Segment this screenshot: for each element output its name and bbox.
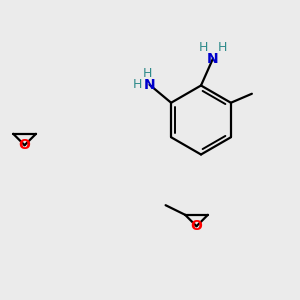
- Text: H: H: [133, 78, 142, 91]
- Text: H: H: [199, 40, 208, 54]
- Text: N: N: [144, 78, 155, 92]
- Text: H: H: [218, 40, 227, 54]
- Text: H: H: [142, 67, 152, 80]
- Text: N: N: [207, 52, 219, 65]
- Text: O: O: [190, 219, 202, 233]
- Text: O: O: [19, 138, 31, 152]
